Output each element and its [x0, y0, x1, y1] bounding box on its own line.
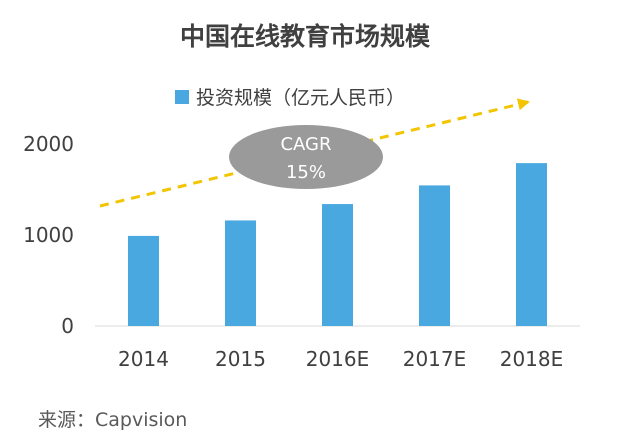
bar [225, 220, 256, 326]
x-tick-label: 2018E [500, 347, 564, 371]
cagr-label: CAGR [280, 134, 331, 155]
bar [516, 163, 547, 326]
bar [322, 204, 353, 326]
x-tick-label: 2017E [403, 347, 467, 371]
y-tick-label: 1000 [23, 223, 74, 247]
chart-title: 中国在线教育市场规模 [180, 22, 431, 51]
bars [128, 163, 547, 326]
legend-label: 投资规模（亿元人民币） [196, 87, 405, 109]
source-note: 来源：Capvision [38, 409, 187, 431]
x-tick-label: 2016E [306, 347, 370, 371]
cagr-value: 15% [286, 162, 326, 183]
cagr-ellipse [229, 125, 383, 189]
y-tick-label: 2000 [23, 132, 74, 156]
y-axis-ticks: 0 1000 2000 [23, 132, 74, 338]
y-tick-label: 0 [61, 314, 74, 338]
x-tick-label: 2015 [215, 347, 266, 371]
x-axis-ticks: 2014 2015 2016E 2017E 2018E [118, 347, 563, 371]
x-tick-label: 2014 [118, 347, 169, 371]
bar [419, 185, 450, 326]
legend-swatch [175, 90, 189, 104]
bar [128, 235, 159, 326]
